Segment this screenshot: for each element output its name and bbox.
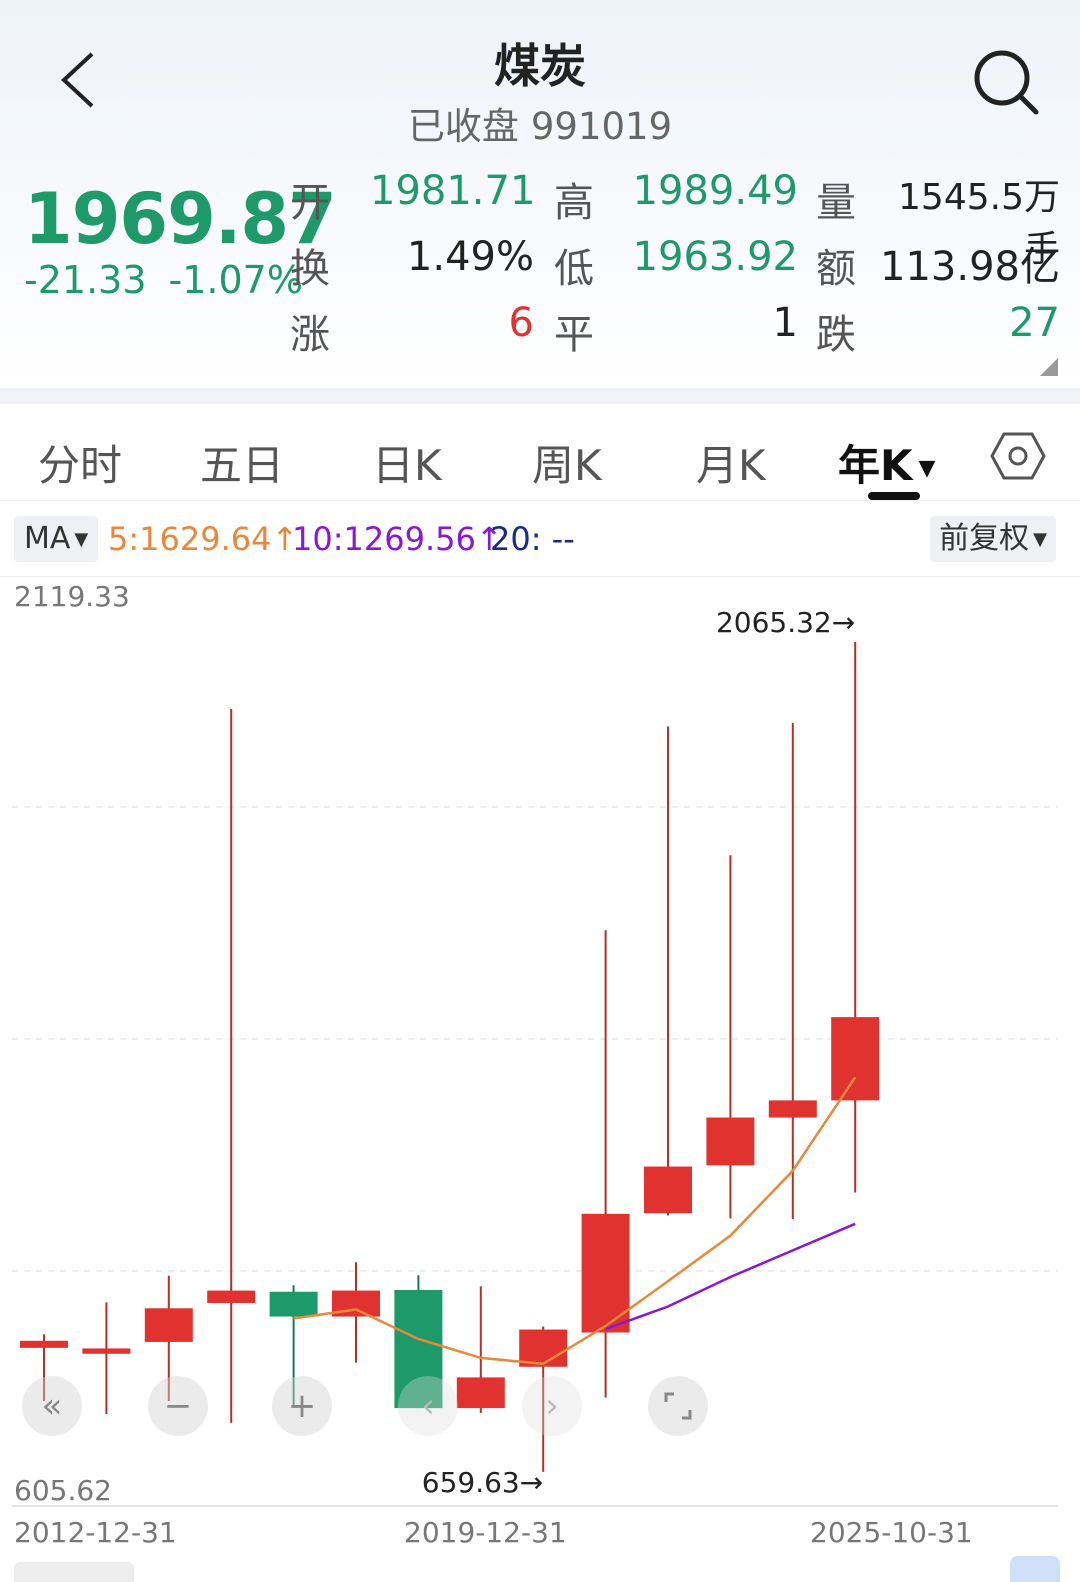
- price-adjust-button[interactable]: 前复权 ▼: [930, 516, 1056, 562]
- flat-count-label: 平: [554, 312, 594, 358]
- plus-icon: +: [287, 1386, 317, 1426]
- settings-hexagon-icon[interactable]: [990, 428, 1046, 484]
- tab-yearly-k-label: 年K: [838, 441, 913, 490]
- kline-chart[interactable]: 2065.32→ 659.63→: [0, 576, 1080, 1562]
- down-count-label: 跌: [816, 312, 856, 358]
- candle-body-12: [768, 1100, 817, 1118]
- zoom-out-button[interactable]: −: [148, 1376, 208, 1436]
- tab-monthly-k[interactable]: 月K: [696, 441, 766, 490]
- ma5-value: 5:1629.64↑: [108, 520, 299, 558]
- max-price-annotation: 2065.32→: [716, 606, 855, 639]
- flat-count-value: 1: [772, 300, 798, 346]
- price-adjust-label: 前复权: [939, 521, 1030, 556]
- chevron-down-icon: ▼: [1033, 528, 1047, 550]
- ma-line-ma5: [293, 1076, 857, 1366]
- y-axis-min-label: 605.62: [14, 1474, 112, 1507]
- active-tab-indicator: [868, 492, 920, 500]
- candle-body-9: [581, 1213, 630, 1333]
- zoom-in-button[interactable]: +: [272, 1376, 332, 1436]
- y-axis-max-label: 2119.33: [14, 580, 130, 613]
- volume-label: 量: [816, 180, 856, 226]
- minus-icon: −: [163, 1386, 193, 1426]
- back-arrow-icon[interactable]: [52, 48, 108, 112]
- search-icon[interactable]: [968, 44, 1044, 120]
- high-value: 1989.49: [632, 168, 798, 214]
- bottom-panel-edge-right: [1010, 1556, 1060, 1582]
- market-status: 已收盘: [407, 105, 519, 148]
- open-label: 开: [290, 180, 330, 226]
- min-price-annotation: 659.63→: [422, 1466, 543, 1499]
- candle-body-6: [394, 1289, 443, 1409]
- candle-body-2: [144, 1308, 193, 1342]
- x-axis-label-start: 2012-12-31: [14, 1516, 177, 1549]
- candle-body-8: [519, 1329, 568, 1367]
- open-value: 1981.71: [370, 168, 536, 214]
- candle-body-13: [831, 1017, 880, 1101]
- candle-body-4: [269, 1291, 318, 1317]
- indicator-bar: MA ▼ 5:1629.64↑ 10:1269.56↑ 20: -- 前复权 ▼: [0, 506, 1080, 577]
- price-change: -21.33 -1.07%: [24, 258, 303, 302]
- tab-five-day[interactable]: 五日: [200, 441, 285, 490]
- scroll-left-button[interactable]: ‹: [398, 1376, 458, 1436]
- x-axis-label-mid: 2019-12-31: [404, 1516, 567, 1549]
- index-code: 991019: [530, 105, 673, 148]
- bottom-panel-edge: [14, 1562, 134, 1582]
- header: 煤炭 已收盘 991019 1969.87 -21.33 -1.07% 开 1981…: [0, 0, 1080, 388]
- change-value: -21.33: [24, 258, 147, 302]
- candle-body-3: [207, 1290, 256, 1303]
- chevron-down-icon: ▼: [74, 528, 89, 550]
- low-value: 1963.92: [632, 234, 798, 280]
- chevron-down-icon: ▼: [918, 456, 936, 481]
- tab-yearly-k[interactable]: 年K ▼: [838, 432, 935, 493]
- fullscreen-button[interactable]: [648, 1376, 708, 1436]
- last-price: 1969.87: [24, 178, 337, 260]
- tab-intraday[interactable]: 分时: [38, 441, 123, 490]
- ma-line-ma10: [605, 1222, 856, 1331]
- candle-body-0: [20, 1340, 68, 1348]
- status-line: 已收盘 991019: [0, 96, 1080, 150]
- amount-label: 额: [816, 246, 856, 292]
- tab-daily-k[interactable]: 日K: [372, 441, 442, 490]
- up-count-label: 涨: [290, 312, 330, 358]
- candle-body-11: [706, 1117, 755, 1166]
- down-count-value: 27: [1009, 300, 1060, 346]
- ma-selector-label: MA: [24, 521, 71, 556]
- ma10-value: 10:1269.56↑: [292, 520, 503, 558]
- double-chevron-left-icon: «: [41, 1386, 63, 1426]
- change-percent: -1.07%: [168, 258, 303, 302]
- low-label: 低: [554, 246, 594, 292]
- x-axis-label-end: 2025-10-31: [810, 1516, 973, 1549]
- volume-value: 1545.5万手: [898, 177, 1060, 270]
- turnover-value: 1.49%: [406, 234, 534, 280]
- scroll-start-button[interactable]: «: [22, 1376, 82, 1436]
- scroll-right-button[interactable]: ›: [522, 1376, 582, 1436]
- candle-body-10: [644, 1166, 692, 1214]
- page-title: 煤炭: [494, 39, 586, 93]
- chevron-right-icon: ›: [545, 1386, 559, 1426]
- expand-corner-icon[interactable]: [1040, 358, 1058, 376]
- up-count-value: 6: [508, 300, 534, 346]
- period-tabs: 分时 五日 日K 周K 月K 年K ▼: [0, 404, 1080, 501]
- ma20-value: 20: --: [490, 520, 575, 558]
- amount-value: 113.98亿: [880, 244, 1060, 290]
- ma-selector-button[interactable]: MA ▼: [14, 516, 99, 562]
- turnover-label: 换: [290, 246, 330, 292]
- candle-body-7: [456, 1377, 505, 1409]
- candle-body-1: [82, 1348, 131, 1354]
- fullscreen-icon: [664, 1392, 692, 1420]
- high-label: 高: [554, 180, 594, 226]
- chevron-left-icon: ‹: [421, 1386, 435, 1426]
- tab-weekly-k[interactable]: 周K: [532, 441, 602, 490]
- section-divider: [0, 388, 1080, 404]
